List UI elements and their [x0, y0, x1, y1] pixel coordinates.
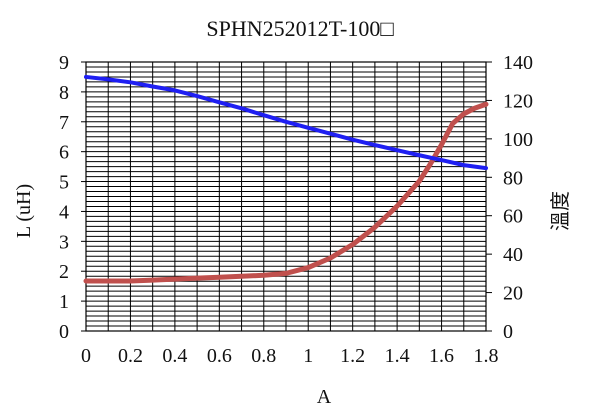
x-tick-label: 0.8 [251, 345, 276, 367]
y-left-tick-label: 8 [59, 82, 69, 104]
y-right-tick-label: 140 [503, 52, 533, 74]
temperature-series-line [83, 101, 489, 284]
y-left-tick-label: 9 [59, 52, 69, 74]
plot-frame [85, 61, 487, 332]
y-right-tick-label: 0 [503, 321, 513, 343]
x-tick-label: 0 [81, 345, 91, 367]
y-left-tick-label: 6 [59, 142, 69, 164]
y-left-tick-label: 5 [59, 172, 69, 194]
y-right-tick-label: 100 [503, 129, 533, 151]
y-axis-right-label: 溫度 [549, 191, 572, 231]
x-tick-label: 1.4 [385, 345, 410, 367]
x-tick-label: 0.6 [207, 345, 232, 367]
y-left-tick-label: 7 [59, 112, 69, 134]
y-left-tick-label: 2 [59, 261, 69, 283]
x-tick-label: 1.2 [340, 345, 365, 367]
x-axis-label: A [317, 386, 332, 408]
y-right-tick-label: 60 [503, 206, 523, 228]
y-right-tick-label: 120 [503, 90, 533, 112]
y-right-tick-label: 40 [503, 244, 523, 266]
y-left-tick-label: 4 [59, 201, 69, 223]
chart-title: SPHN252012T-100□ [206, 16, 393, 41]
x-tick-label: 1 [303, 345, 313, 367]
x-tick-label: 0.4 [162, 345, 187, 367]
y-right-tick-label: 20 [503, 283, 523, 305]
y-left-tick-label: 1 [59, 291, 69, 313]
inductance-series-line [84, 74, 488, 171]
x-tick-label: 1.6 [429, 345, 454, 367]
x-tick-label: 0.2 [118, 345, 143, 367]
y-left-tick-label: 3 [59, 231, 69, 253]
x-tick-label: 1.8 [474, 345, 499, 367]
y-axis-left-label: L (uH) [13, 184, 35, 238]
y-right-tick-label: 80 [503, 167, 523, 189]
y-left-tick-label: 0 [59, 321, 69, 343]
